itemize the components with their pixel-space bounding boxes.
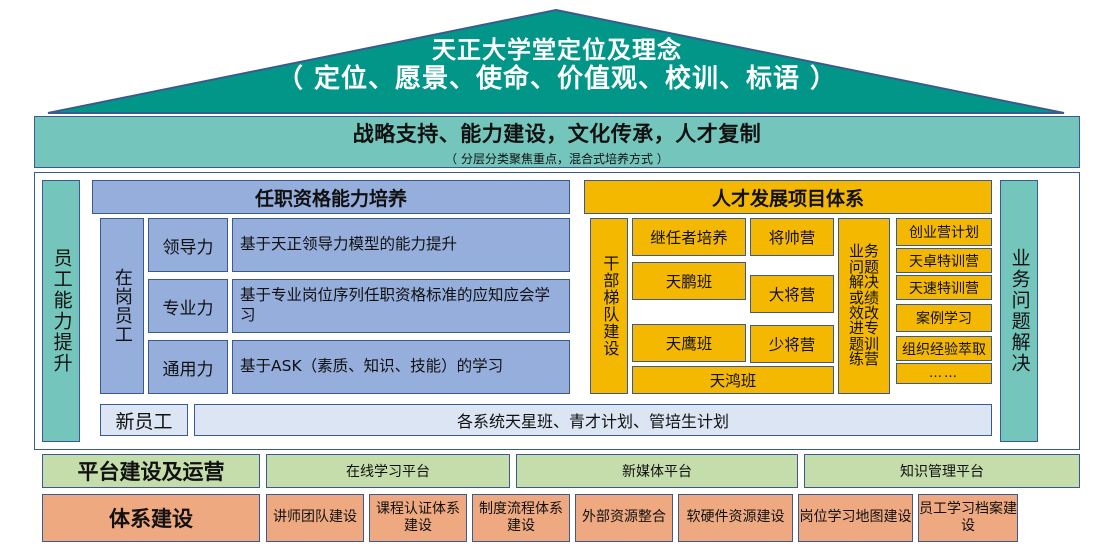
- roof-shape: [47, 8, 1065, 114]
- biz-line-2: 解决: [848, 273, 879, 292]
- on-job-employee-label: 在岗员工: [100, 218, 144, 394]
- biz-line-6: 题训: [848, 334, 879, 353]
- ability-general: 通用力: [148, 340, 228, 394]
- qualification-header: 任职资格能力培养: [92, 180, 570, 214]
- strategy-band: 战略支持、能力建设，文化传承，人才复制 （ 分层分类聚焦重点，混合式培养方式 ）: [34, 116, 1080, 168]
- camp-org-experience: 组织经验萃取: [896, 336, 992, 361]
- system-external-resource: 外部资源整合: [575, 494, 673, 542]
- camp-tianzhuo: 天卓特训营: [896, 248, 992, 273]
- camp-more-ellipsis: ……: [896, 363, 992, 384]
- business-problem-training-label: 业务 问题 解决 或绩 效改 进专 题训 练营: [838, 218, 890, 394]
- system-job-learning-map: 岗位学习地图建设: [798, 494, 913, 542]
- system-process-system: 制度流程体系建设: [472, 494, 570, 542]
- biz-line-4: 效改: [848, 304, 879, 322]
- biz-line-5: 进专: [848, 319, 879, 338]
- pillar-business-problem: 业务问题解决: [1000, 180, 1038, 442]
- system-hardware-software: 软硬件资源建设: [678, 494, 793, 542]
- platform-new-media: 新媒体平台: [516, 454, 798, 488]
- system-trainer-team: 讲师团队建设: [266, 494, 364, 542]
- biz-line-1: 问题: [848, 257, 879, 276]
- program-successor: 继任者培养: [632, 218, 746, 256]
- system-course-certification: 课程认证体系建设: [369, 494, 467, 542]
- biz-line-0: 业务: [848, 242, 879, 261]
- program-jiangshuai: 将帅营: [750, 218, 834, 256]
- camp-entrepreneur-plan: 创业营计划: [896, 218, 992, 246]
- program-tianying: 天鹰班: [632, 324, 746, 362]
- cadre-echelon-label: 干部梯队建设: [590, 218, 628, 394]
- strategy-band-main: 战略支持、能力建设，文化传承，人才复制: [352, 121, 762, 146]
- new-employee-label: 新员工: [100, 404, 188, 436]
- system-title: 体系建设: [42, 494, 260, 542]
- ability-general-desc: 基于ASK（素质、知识、技能）的学习: [232, 340, 570, 394]
- pillar-employee-capability: 员工能力提升: [42, 180, 80, 442]
- talent-header: 人才发展项目体系: [584, 180, 992, 214]
- platform-online-learning: 在线学习平台: [266, 454, 510, 488]
- camp-tiansu: 天速特训营: [896, 275, 992, 300]
- camp-case-study: 案例学习: [896, 304, 992, 332]
- platform-title: 平台建设及运营: [42, 454, 260, 488]
- program-tianhong: 天鸿班: [632, 366, 834, 394]
- ability-professional: 专业力: [148, 279, 228, 333]
- biz-line-7: 练营: [848, 350, 879, 369]
- system-employee-archive: 员工学习档案建设: [918, 494, 1018, 542]
- ability-professional-desc: 基于专业岗位序列任职资格标准的应知应会学习: [232, 279, 570, 333]
- new-employee-desc: 各系统天星班、青才计划、管培生计划: [194, 404, 992, 436]
- strategy-band-sub: （ 分层分类聚焦重点，混合式培养方式 ）: [445, 151, 669, 166]
- program-tianpeng: 天鹏班: [632, 262, 746, 300]
- roof-banner: 天正大学堂定位及理念 （ 定位、愿景、使命、价值观、校训、标语 ）: [0, 0, 1114, 118]
- ability-leadership-desc: 基于天正领导力模型的能力提升: [232, 218, 570, 272]
- program-shaojiang: 少将营: [750, 325, 834, 363]
- biz-line-3: 或绩: [848, 288, 879, 307]
- ability-leadership: 领导力: [148, 218, 228, 272]
- platform-knowledge-management: 知识管理平台: [804, 454, 1080, 488]
- program-dajiang: 大将营: [750, 275, 834, 313]
